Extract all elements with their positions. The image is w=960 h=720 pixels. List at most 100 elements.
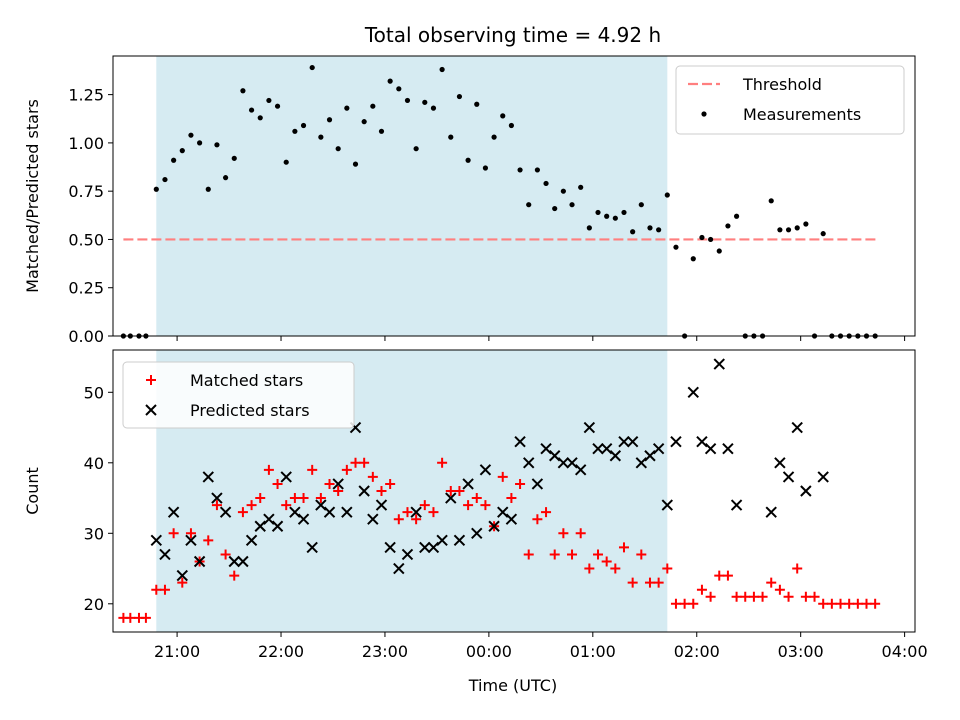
measurement-point	[647, 225, 653, 231]
matched-point	[593, 549, 604, 560]
predicted-point	[367, 513, 379, 525]
x-tick-label: 01:00	[570, 642, 616, 661]
matched-point	[705, 591, 716, 602]
predicted-point	[592, 442, 604, 455]
matched-point	[584, 563, 595, 574]
predicted-point	[713, 358, 725, 370]
predicted-point	[652, 442, 665, 455]
matched-point	[315, 493, 326, 504]
matched-point	[289, 493, 300, 504]
predicted-point	[626, 435, 639, 448]
matched-point	[792, 563, 803, 574]
measurement-point	[733, 213, 740, 219]
predicted-point	[540, 442, 552, 455]
matched-point	[307, 464, 318, 475]
matched-point	[350, 457, 361, 468]
matched-point	[367, 471, 378, 482]
measurement-point	[604, 213, 610, 219]
measurement-point	[413, 146, 419, 152]
matched-point	[246, 500, 257, 511]
matched-point	[471, 493, 482, 504]
measurement-point	[396, 86, 402, 92]
legend-label: Predicted stars	[190, 401, 310, 420]
measurement-point	[162, 176, 168, 183]
count-plot: 21:00 22:00 23:00 00:00 01:00 02:00 03:00 04:00…	[23, 349, 928, 661]
measurement-point	[595, 209, 601, 216]
predicted-point	[704, 442, 717, 455]
y-tick-label: 30	[84, 524, 104, 543]
predicted-point	[696, 435, 708, 448]
series-plus	[118, 457, 881, 623]
matched-point	[766, 577, 777, 588]
predicted-point	[687, 386, 699, 399]
matched-point	[748, 591, 759, 602]
measurement-point	[370, 103, 376, 109]
predicted-point	[765, 506, 777, 518]
measurement-point	[274, 103, 281, 109]
predicted-point	[263, 513, 275, 525]
predicted-point	[436, 534, 448, 547]
predicted-point	[618, 435, 630, 448]
measurement-point	[534, 167, 540, 173]
predicted-point	[427, 541, 440, 554]
predicted-point	[800, 485, 812, 497]
matched-point	[662, 563, 673, 574]
measurement-point	[352, 161, 359, 167]
predicted-point	[548, 450, 561, 462]
matched-point	[402, 507, 413, 518]
measurement-point	[690, 256, 696, 262]
predicted-point	[323, 506, 336, 518]
x-tick-label: 04:00	[882, 642, 928, 661]
measurement-point	[482, 165, 489, 171]
y-tick-label: 0.50	[68, 230, 104, 249]
predicted-point	[332, 478, 344, 490]
legend-label: Matched stars	[190, 371, 303, 390]
measurement-point	[777, 227, 783, 233]
predicted-point	[782, 471, 795, 483]
predicted-point	[297, 513, 310, 525]
matched-point	[731, 591, 742, 602]
predicted-point	[384, 541, 396, 554]
matched-point	[333, 486, 344, 496]
measurement-point	[785, 227, 792, 233]
predicted-point	[358, 485, 370, 497]
legend: Matched stars Predicted stars	[122, 361, 355, 429]
measurement-point	[500, 113, 506, 119]
matched-point	[774, 584, 785, 595]
x-tick-label: 03:00	[778, 642, 824, 661]
matched-point	[411, 514, 422, 525]
x-tick-label: 22:00	[258, 642, 304, 661]
matched-point	[281, 500, 292, 511]
y-tick-label: 0.00	[68, 327, 104, 346]
predicted-point	[445, 492, 457, 504]
matched-point	[393, 514, 404, 525]
measurement-point	[326, 117, 333, 123]
measurement-point	[197, 140, 203, 146]
matched-point	[203, 535, 214, 546]
predicted-point	[574, 464, 587, 476]
measurement-point	[621, 209, 627, 216]
predicted-point	[401, 548, 414, 561]
matched-point	[298, 493, 309, 504]
series-dot	[120, 64, 878, 339]
matched-point	[627, 577, 638, 588]
measurement-point	[179, 148, 185, 154]
measurement-point	[171, 157, 177, 163]
legend-matched-key	[146, 375, 156, 385]
y-tick-label: 0.25	[68, 279, 104, 298]
matched-point	[852, 598, 863, 609]
measurement-point	[612, 215, 618, 221]
x-tick-label: 02:00	[674, 642, 720, 661]
matched-point	[688, 598, 699, 609]
predicted-point	[514, 435, 526, 448]
predicted-point	[228, 555, 240, 568]
legend-label: Measurements	[743, 105, 861, 124]
measurement-point	[214, 142, 220, 148]
predicted-point	[375, 499, 388, 511]
measurement-point	[422, 99, 428, 105]
measurement-point	[240, 88, 246, 94]
predicted-point	[635, 457, 648, 469]
predicted-point	[393, 562, 405, 575]
predicted-point	[600, 442, 613, 455]
figure-title: Total observing time = 4.92 h	[364, 23, 661, 47]
